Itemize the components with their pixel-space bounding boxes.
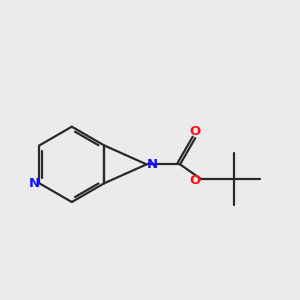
Text: N: N [29, 177, 40, 190]
Text: N: N [147, 158, 158, 171]
Text: O: O [189, 174, 200, 187]
Text: O: O [190, 124, 201, 138]
